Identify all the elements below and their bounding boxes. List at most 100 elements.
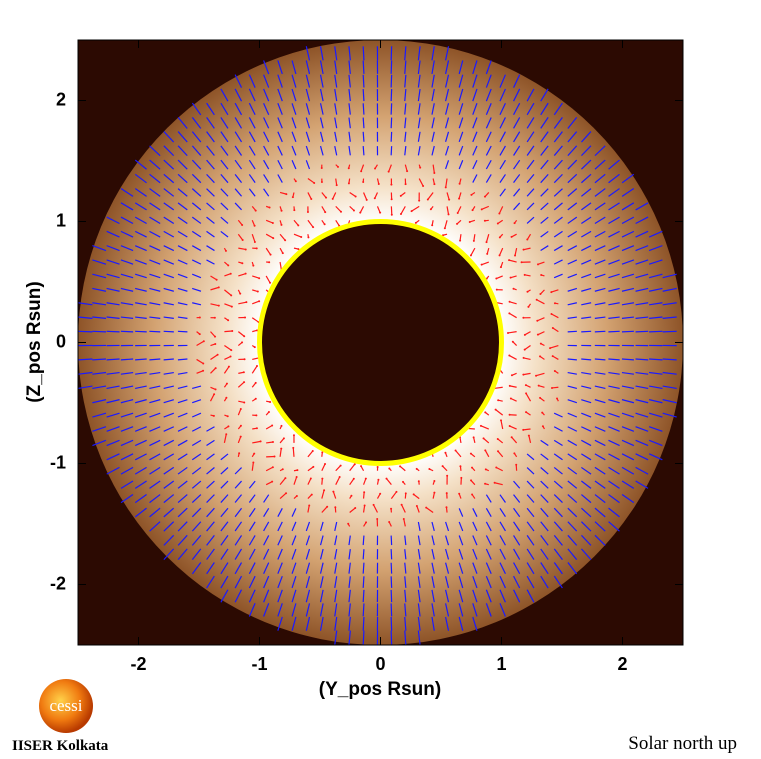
field-vector: [135, 302, 147, 306]
field-vector: [134, 273, 147, 279]
field-vector: [621, 330, 634, 333]
field-vector-head: [336, 165, 339, 168]
field-vector: [177, 534, 188, 546]
field-vector-head: [306, 210, 309, 213]
field-vector: [305, 88, 311, 102]
field-vector-head: [522, 248, 525, 251]
field-vector: [307, 478, 312, 485]
field-vector: [458, 603, 464, 617]
field-vector: [92, 259, 107, 265]
field-vector: [279, 492, 287, 500]
field-vector: [149, 216, 161, 224]
field-vector: [332, 192, 337, 200]
field-vector-head: [214, 335, 217, 338]
field-vector: [494, 482, 503, 486]
field-vector: [509, 355, 517, 360]
field-vector: [540, 507, 549, 518]
field-vector-head: [410, 210, 413, 213]
field-vector: [581, 330, 592, 333]
field-vector: [581, 399, 592, 404]
field-vector: [78, 385, 93, 390]
field-vector: [662, 358, 677, 361]
field-vector: [581, 480, 592, 489]
field-vector: [220, 453, 229, 461]
field-vector: [149, 439, 161, 447]
field-vector: [92, 330, 107, 333]
field-vector: [305, 521, 311, 532]
field-vector-head: [428, 468, 431, 471]
field-vector: [206, 188, 215, 197]
field-vector: [581, 287, 592, 292]
field-vector: [458, 562, 464, 574]
field-vector: [567, 412, 578, 418]
field-vector: [472, 131, 478, 143]
field-vector: [177, 245, 188, 252]
field-vector: [224, 330, 233, 333]
field-vector: [134, 259, 147, 265]
field-vector: [348, 616, 351, 631]
field-vector-head: [385, 477, 388, 480]
field-vector: [321, 490, 325, 499]
field-vector: [510, 397, 517, 402]
field-vector: [305, 535, 311, 546]
field-vector: [499, 548, 506, 560]
field-vector: [445, 535, 450, 546]
field-vector: [305, 576, 311, 589]
field-vector: [291, 160, 297, 170]
field-vector-head: [539, 355, 542, 358]
field-vector: [621, 371, 635, 375]
field-vector: [348, 549, 351, 560]
field-vector: [177, 116, 188, 129]
field-vector: [359, 206, 365, 213]
field-vector-head: [522, 316, 525, 319]
field-vector: [234, 102, 243, 116]
field-vector: [526, 131, 535, 143]
field-vector: [248, 74, 256, 88]
field-vector: [120, 188, 134, 197]
field-vector: [523, 428, 531, 431]
field-vector-head: [310, 198, 313, 201]
field-vector: [567, 145, 578, 156]
field-vector-head: [313, 181, 316, 184]
field-vector: [134, 188, 147, 197]
field-vector: [567, 230, 578, 238]
field-vector: [163, 259, 175, 265]
field-vector: [404, 630, 407, 645]
field-vector: [291, 60, 297, 75]
field-vector: [485, 562, 492, 574]
field-vector: [567, 426, 578, 432]
field-vector-head: [471, 209, 474, 212]
field-vector: [496, 466, 503, 472]
field-vector: [526, 453, 535, 461]
field-vector: [134, 173, 147, 184]
field-vector: [348, 131, 351, 142]
field-vector: [332, 491, 337, 499]
field-vector: [305, 145, 311, 156]
field-vector-head: [324, 463, 327, 466]
field-vector: [305, 562, 311, 574]
field-vector-head: [495, 466, 498, 469]
field-vector: [362, 60, 365, 74]
field-vector: [608, 385, 620, 390]
field-vector: [92, 302, 107, 306]
field-vector-head: [271, 221, 274, 224]
field-vector: [362, 131, 365, 142]
field-vector: [621, 399, 635, 404]
field-vector: [553, 453, 563, 461]
field-vector: [134, 494, 147, 504]
field-vector-head: [484, 449, 487, 452]
field-vector: [362, 492, 365, 499]
field-vector: [662, 330, 677, 333]
field-vector-head: [241, 262, 244, 265]
field-vector-head: [514, 254, 517, 257]
field-vector: [648, 453, 663, 461]
field-vector: [163, 371, 174, 375]
field-vector: [220, 494, 229, 503]
field-vector: [662, 287, 677, 292]
field-vector: [594, 316, 606, 319]
field-vector: [277, 508, 283, 517]
field-vector: [523, 357, 531, 361]
field-vector-head: [523, 273, 526, 276]
institute: IISER Kolkata: [12, 738, 109, 754]
field-vector: [472, 548, 478, 560]
